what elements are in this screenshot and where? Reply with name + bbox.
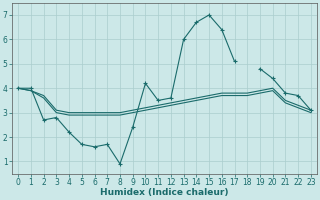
X-axis label: Humidex (Indice chaleur): Humidex (Indice chaleur) <box>100 188 229 197</box>
